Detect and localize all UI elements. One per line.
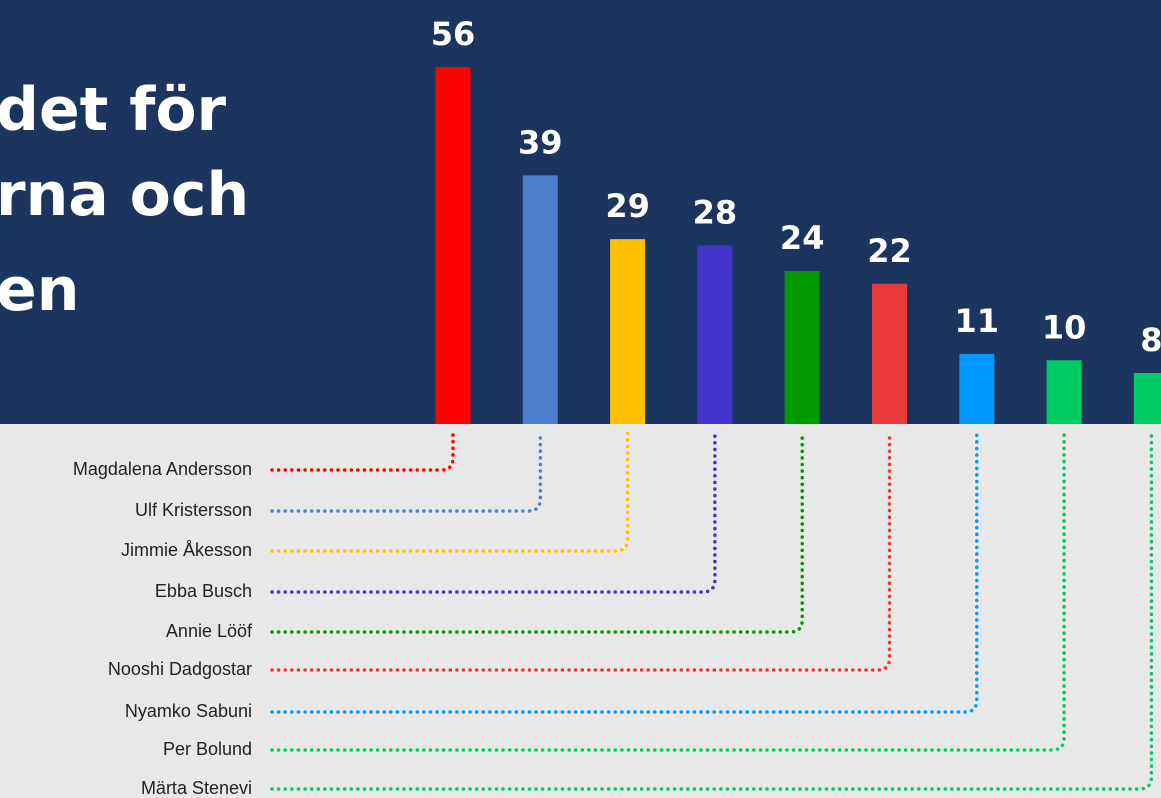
- value-label: 29: [605, 187, 650, 225]
- bar: [784, 271, 820, 424]
- category-label: Ulf Kristersson: [135, 500, 252, 520]
- value-label: 10: [1042, 308, 1087, 346]
- value-label: 56: [431, 15, 476, 53]
- bar: [1046, 360, 1082, 424]
- category-label: Per Bolund: [163, 739, 252, 759]
- connector: [270, 430, 1066, 752]
- bar: [435, 67, 471, 424]
- value-label: 28: [693, 194, 738, 232]
- connector: [270, 430, 630, 553]
- chart-title: rna och: [0, 160, 249, 230]
- connector: [270, 430, 543, 513]
- connector: [270, 430, 455, 472]
- value-label: 8: [1140, 321, 1161, 359]
- connector: [270, 430, 717, 594]
- value-label: 11: [955, 302, 1000, 340]
- bar: [697, 245, 733, 424]
- category-label: Ebba Busch: [155, 581, 252, 601]
- value-label: 22: [867, 232, 912, 270]
- bar: [959, 353, 995, 424]
- chart-title: det för: [0, 75, 227, 145]
- value-label: 24: [780, 219, 825, 257]
- connector: [270, 430, 892, 672]
- category-label: Nooshi Dadgostar: [108, 659, 252, 679]
- value-label: 39: [518, 123, 563, 161]
- header-background: [0, 0, 1161, 424]
- category-label: Magdalena Andersson: [73, 459, 252, 479]
- bar: [610, 239, 646, 424]
- connector: [270, 430, 979, 714]
- footer-background: [0, 424, 1161, 798]
- category-label: Jimmie Åkesson: [121, 540, 252, 560]
- category-label: Annie Lööf: [166, 621, 253, 641]
- bar: [1133, 373, 1161, 424]
- category-label: Märta Stenevi: [141, 778, 252, 798]
- connector: [270, 430, 1154, 791]
- category-label: Nyamko Sabuni: [125, 701, 252, 721]
- chart-title: en: [0, 255, 79, 325]
- bar: [522, 175, 558, 424]
- bar: [872, 283, 907, 424]
- connector: [270, 430, 804, 634]
